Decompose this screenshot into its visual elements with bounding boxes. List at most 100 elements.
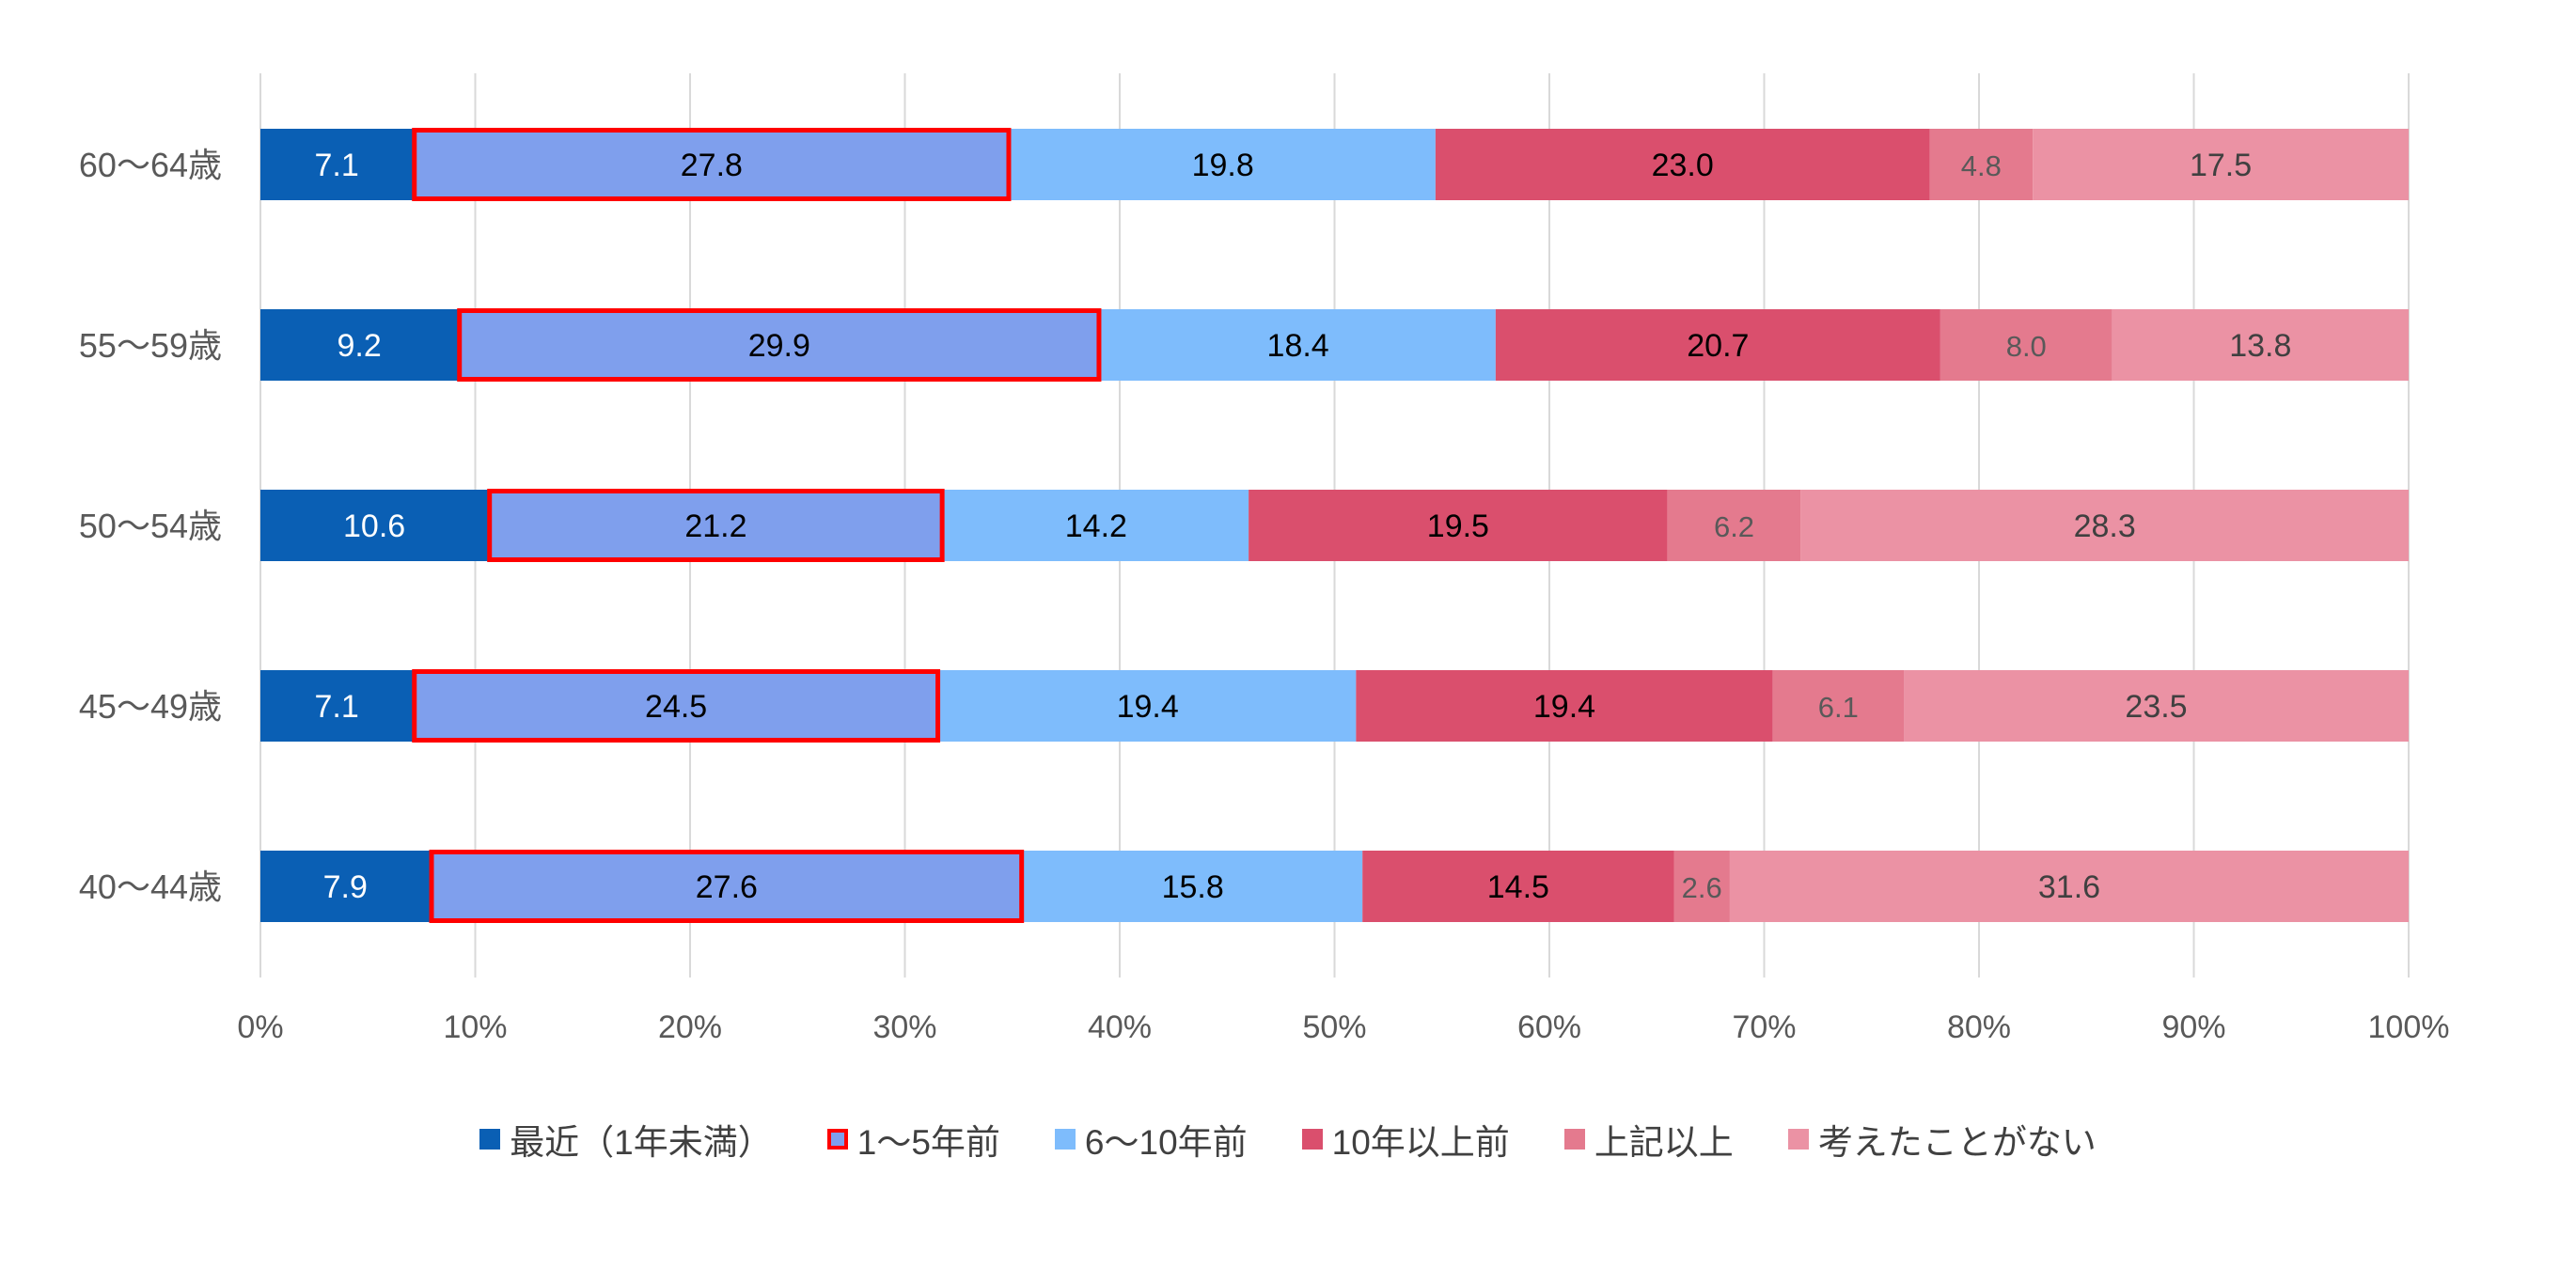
x-tick-label: 40% bbox=[1088, 1009, 1152, 1045]
category-labels: 60〜64歳 55〜59歳 50〜54歳 45〜49歳 40〜44歳 bbox=[79, 146, 222, 906]
legend-swatch bbox=[1563, 1129, 1585, 1150]
bar-segment bbox=[260, 670, 414, 742]
legend-label: 考えたことがない bbox=[1817, 1123, 2097, 1162]
bar-segment bbox=[1772, 670, 1905, 742]
legend-label: 6〜10年前 bbox=[1084, 1123, 1248, 1162]
data-label: 6.1 bbox=[1818, 691, 1859, 724]
x-tick-label: 0% bbox=[237, 1009, 283, 1045]
legend-item: 6〜10年前 bbox=[1054, 1114, 1248, 1165]
highlight-outline bbox=[457, 308, 1102, 382]
legend: 最近（1年未満） 1〜5年前 6〜10年前 10年以上前 上記以上 考えたことがない bbox=[0, 1111, 2576, 1167]
x-tick-label: 10% bbox=[443, 1009, 507, 1045]
category-label: 55〜59歳 bbox=[79, 326, 222, 365]
data-label: 14.5 bbox=[1487, 869, 1549, 905]
bar-segment bbox=[260, 129, 414, 200]
data-label: 24.5 bbox=[645, 689, 707, 725]
bar-segment bbox=[1800, 490, 2409, 561]
bar-segment bbox=[1435, 129, 1930, 200]
category-label: 45〜49歳 bbox=[79, 687, 222, 726]
legend-label: 1〜5年前 bbox=[856, 1123, 1000, 1162]
x-tick-label: 30% bbox=[872, 1009, 936, 1045]
highlight-outline bbox=[412, 669, 941, 743]
data-label: 14.2 bbox=[1065, 508, 1127, 544]
data-label: 17.5 bbox=[2190, 148, 2252, 183]
highlight-outline bbox=[412, 128, 1012, 201]
legend-item: 1〜5年前 bbox=[826, 1114, 1000, 1165]
bar-segment bbox=[1495, 309, 1940, 381]
bar-segment bbox=[1940, 309, 2113, 381]
data-label: 29.9 bbox=[748, 328, 810, 364]
category-label: 50〜54歳 bbox=[79, 507, 222, 545]
bar-segment bbox=[1356, 670, 1773, 742]
bar-segment bbox=[260, 490, 489, 561]
highlight-outline bbox=[429, 850, 1025, 923]
bar-segment bbox=[1673, 851, 1730, 922]
bar-segment bbox=[939, 670, 1357, 742]
bar-segment bbox=[413, 670, 940, 742]
highlight-outlines bbox=[412, 128, 1102, 923]
legend-label: 最近（1年未満） bbox=[510, 1123, 773, 1162]
data-label: 18.4 bbox=[1267, 328, 1329, 364]
data-label: 31.6 bbox=[2038, 869, 2100, 905]
category-label: 60〜64歳 bbox=[79, 146, 222, 184]
legend-swatch bbox=[1301, 1129, 1323, 1150]
bar-segment bbox=[2112, 309, 2409, 381]
data-label: 7.1 bbox=[314, 148, 358, 183]
data-label: 23.5 bbox=[2125, 689, 2187, 725]
x-tick-label: 60% bbox=[1517, 1009, 1581, 1045]
data-label: 13.8 bbox=[2229, 328, 2291, 364]
bar-segment bbox=[1249, 490, 1668, 561]
data-label: 15.8 bbox=[1162, 869, 1224, 905]
data-label: 28.3 bbox=[2074, 508, 2136, 544]
bar-segment bbox=[1667, 490, 1801, 561]
bar-segment bbox=[2033, 129, 2409, 200]
legend-item: 考えたことがない bbox=[1787, 1114, 2097, 1165]
bar-segment bbox=[413, 129, 1011, 200]
bar-segment bbox=[1023, 851, 1363, 922]
legend-swatch bbox=[826, 1129, 848, 1150]
legend-item: 上記以上 bbox=[1563, 1114, 1734, 1165]
x-axis-ticks: 0% 10% 20% 30% 40% 50% 60% 70% 80% 90% 100% bbox=[237, 1009, 2449, 1045]
bar-segment bbox=[943, 490, 1249, 561]
bar-segment bbox=[1729, 851, 2409, 922]
data-label: 7.1 bbox=[314, 689, 358, 725]
legend-swatch bbox=[479, 1129, 501, 1150]
legend-label: 10年以上前 bbox=[1331, 1123, 1510, 1162]
bar-segment bbox=[260, 851, 431, 922]
bar-segment bbox=[260, 309, 459, 381]
bar-segment bbox=[1100, 309, 1496, 381]
data-label: 6.2 bbox=[1714, 510, 1754, 543]
data-label: 4.8 bbox=[1961, 149, 2002, 182]
bar-segment bbox=[458, 309, 1101, 381]
x-tick-label: 50% bbox=[1302, 1009, 1366, 1045]
data-label: 27.6 bbox=[696, 869, 758, 905]
x-tick-label: 20% bbox=[658, 1009, 722, 1045]
data-label: 20.7 bbox=[1687, 328, 1749, 364]
data-label: 19.8 bbox=[1192, 148, 1254, 183]
legend-item: 最近（1年未満） bbox=[479, 1114, 773, 1165]
legend-label: 上記以上 bbox=[1594, 1123, 1734, 1162]
legend-swatch bbox=[1054, 1129, 1076, 1150]
data-label: 19.5 bbox=[1427, 508, 1489, 544]
data-labels: 7.1 27.8 19.8 23.0 4.8 17.5 9.2 29.9 18.4 20.7 8.0… bbox=[314, 148, 2291, 905]
bar-segment bbox=[430, 851, 1024, 922]
category-label: 40〜44歳 bbox=[79, 868, 222, 906]
data-label: 23.0 bbox=[1652, 148, 1714, 183]
data-label: 10.6 bbox=[343, 508, 405, 544]
highlight-outline bbox=[487, 489, 945, 562]
data-label: 2.6 bbox=[1682, 871, 1722, 904]
bar-segment bbox=[1362, 851, 1674, 922]
data-label: 19.4 bbox=[1117, 689, 1179, 725]
data-label: 21.2 bbox=[684, 508, 746, 544]
bar-segment bbox=[1904, 670, 2409, 742]
bar-segment bbox=[1010, 129, 1436, 200]
x-tick-label: 100% bbox=[2368, 1009, 2450, 1045]
x-tick-label: 70% bbox=[1732, 1009, 1796, 1045]
bars bbox=[260, 129, 2409, 922]
data-label: 27.8 bbox=[681, 148, 743, 183]
data-label: 19.4 bbox=[1533, 689, 1595, 725]
x-tick-label: 80% bbox=[1947, 1009, 2011, 1045]
data-label: 8.0 bbox=[2006, 330, 2047, 363]
legend-item: 10年以上前 bbox=[1301, 1114, 1510, 1165]
